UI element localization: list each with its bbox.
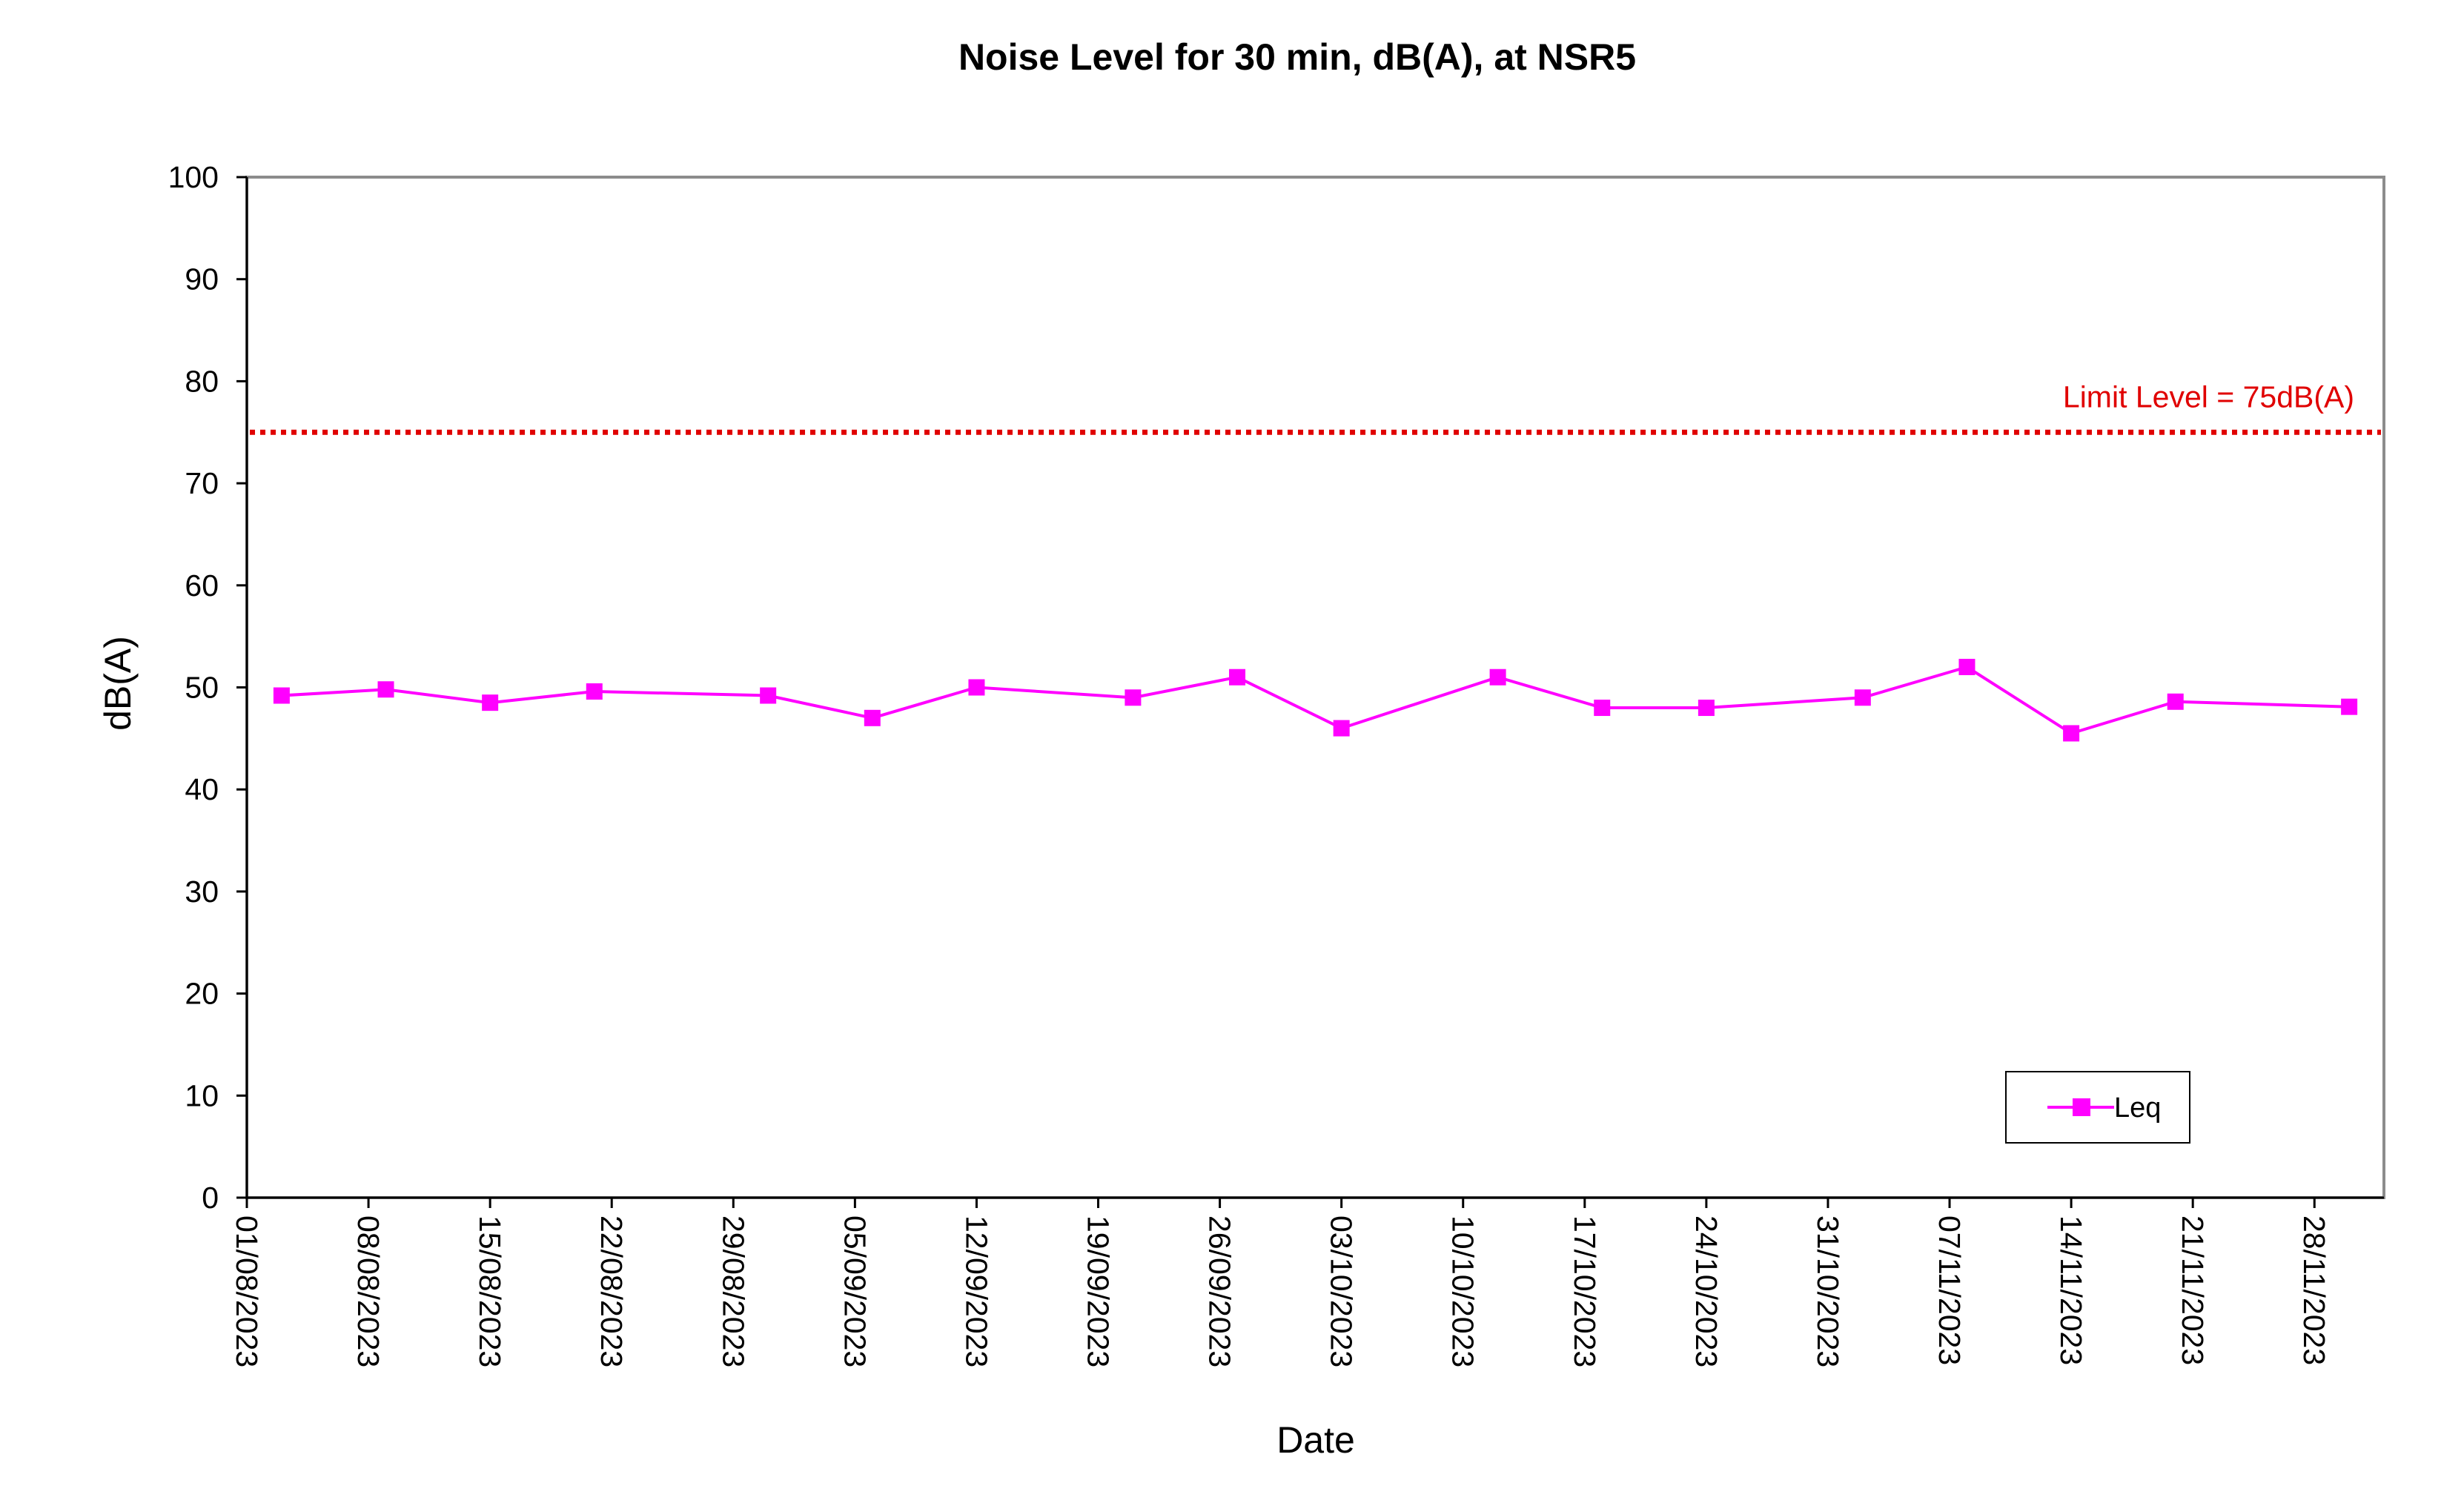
x-tick-label: 17/10/2023 (1568, 1215, 1602, 1367)
y-tick-label: 80 (185, 364, 219, 398)
x-tick-label: 29/08/2023 (716, 1215, 750, 1367)
data-point (1333, 720, 1350, 737)
y-tick-label: 100 (168, 160, 219, 194)
data-point (1958, 658, 1975, 675)
y-tick-label: 20 (185, 977, 219, 1011)
x-tick-label: 28/11/2023 (2297, 1215, 2331, 1365)
legend-marker-swatch (2073, 1098, 2090, 1116)
limit-label: Limit Level = 75dB(A) (2063, 379, 2354, 414)
data-point (968, 679, 985, 696)
series-line-leq (281, 665, 2350, 735)
y-tick-label: 10 (185, 1078, 219, 1112)
y-tick-label: 50 (185, 671, 219, 705)
x-tick-label: 26/09/2023 (1203, 1215, 1237, 1367)
x-tick-label: 24/10/2023 (1689, 1215, 1723, 1367)
x-tick-label: 15/08/2023 (473, 1215, 507, 1367)
data-point (482, 694, 499, 711)
plot-frame (245, 176, 2385, 1199)
data-point (2341, 698, 2358, 715)
x-tick-label: 19/09/2023 (1082, 1215, 1116, 1367)
data-point (1698, 700, 1715, 717)
x-tick-label: 12/09/2023 (959, 1215, 993, 1367)
data-point (1229, 668, 1246, 686)
legend-label: Leq (2114, 1092, 2161, 1124)
data-point (1854, 689, 1871, 706)
data-point (2167, 693, 2184, 710)
data-point (586, 683, 603, 700)
legend: Leq (2005, 1071, 2190, 1144)
x-tick-label: 10/10/2023 (1446, 1215, 1480, 1367)
y-tick-label: 30 (185, 875, 219, 909)
data-point (1489, 668, 1506, 686)
x-tick-label: 08/08/2023 (351, 1215, 385, 1367)
data-point (760, 687, 777, 704)
data-point (377, 681, 394, 698)
x-tick-label: 14/11/2023 (2054, 1215, 2088, 1365)
x-tick-label: 31/10/2023 (1811, 1215, 1845, 1367)
x-tick-label: 22/08/2023 (595, 1215, 629, 1367)
data-point (864, 709, 881, 726)
x-axis: 01/08/2023 08/08/2023 15/08/2023 22/08/2023… (230, 1196, 2384, 1367)
y-axis-title: dB(A) (97, 636, 139, 731)
y-tick-label: 40 (185, 772, 219, 806)
data-point (273, 687, 290, 704)
x-tick-label: 05/09/2023 (838, 1215, 872, 1367)
plot-border (245, 176, 2385, 1199)
y-tick-label: 70 (185, 466, 219, 500)
limit-reference: Limit Level = 75dB(A) (250, 379, 2381, 435)
data-point (1594, 700, 1611, 717)
y-tick-label: 0 (202, 1181, 219, 1215)
data-point (2063, 725, 2080, 742)
data-point (1125, 689, 1142, 706)
x-tick-label: 01/08/2023 (230, 1215, 264, 1367)
series-layer (273, 658, 2358, 742)
x-tick-label: 21/11/2023 (2176, 1215, 2210, 1365)
x-tick-label: 03/10/2023 (1325, 1215, 1359, 1367)
y-tick-label: 60 (185, 568, 219, 603)
x-axis-title: Date (1276, 1419, 1355, 1461)
y-tick-label: 90 (185, 262, 219, 296)
chart-title: Noise Level for 30 min, dB(A), at NSR5 (958, 36, 1636, 78)
x-tick-label: 07/11/2023 (1933, 1215, 1967, 1365)
y-axis: 0 10 20 30 40 50 60 70 80 90 100 (168, 160, 248, 1215)
